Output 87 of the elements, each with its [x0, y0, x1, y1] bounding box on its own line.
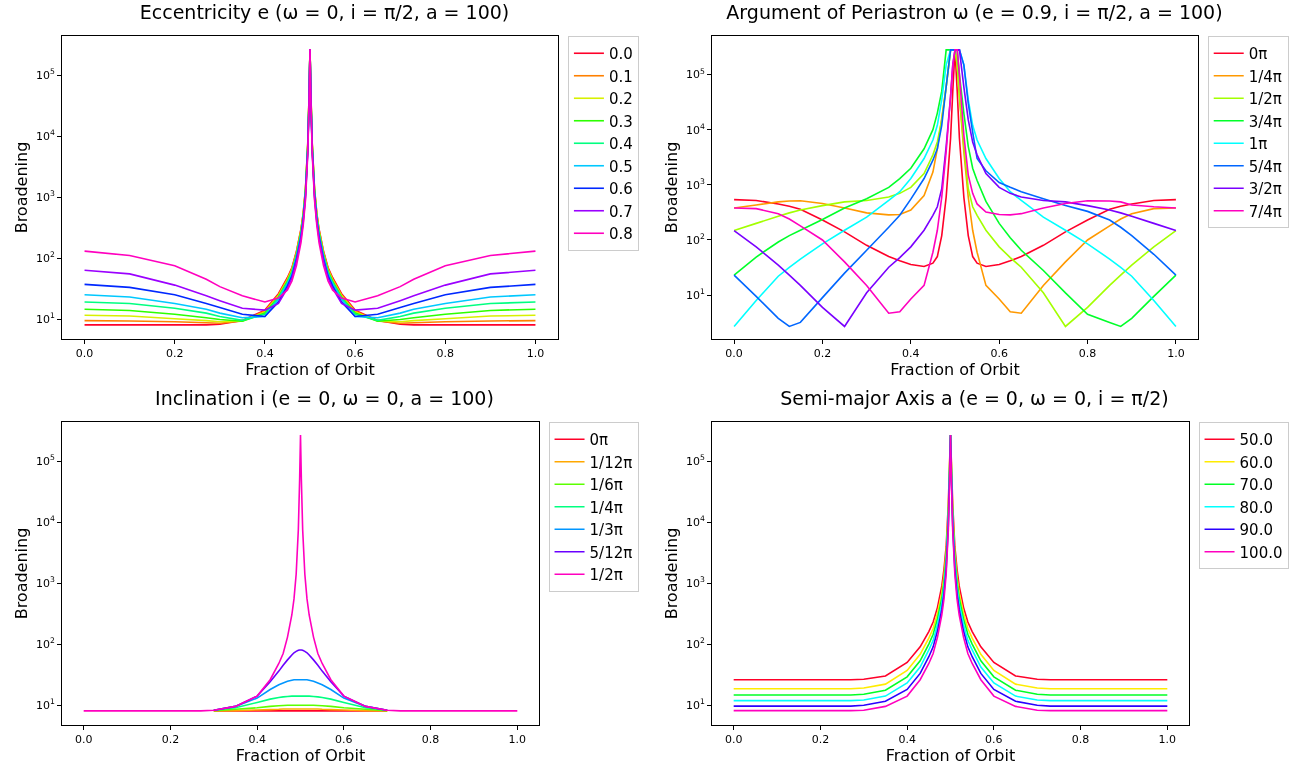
- y-tick-label: 10$^{2}$: [685, 636, 705, 651]
- legend-label: 1/2π: [589, 566, 623, 585]
- y-tick-label: 10$^{3}$: [35, 189, 55, 204]
- y-tick-label: 10$^{4}$: [685, 514, 705, 530]
- y-tick-label: 10$^{2}$: [35, 636, 55, 651]
- chart-title: Eccentricity e (ω = 0, i = π/2, a = 100): [139, 1, 510, 24]
- x-tick-label: 0.2: [813, 347, 832, 361]
- y-tick-label: 10$^{4}$: [685, 121, 705, 137]
- legend-label: 1/4π: [1248, 67, 1282, 86]
- y-axis-title: Broadening: [11, 141, 31, 234]
- legend-label: 5/12π: [589, 543, 633, 562]
- x-tick-label: 0.2: [161, 733, 180, 747]
- y-tick-label: 10$^{5}$: [685, 66, 705, 82]
- x-axis-title: Fraction of Orbit: [235, 746, 366, 766]
- x-tick-label: 0.0: [724, 733, 743, 747]
- chart-title: Inclination i (e = 0, ω = 0, a = 100): [155, 387, 494, 410]
- legend-label: 0π: [1248, 45, 1268, 64]
- legend-label: 60.0: [1239, 453, 1273, 472]
- chart-title: Argument of Periastron ω (e = 0.9, i = π/2, a = 100): [726, 1, 1223, 24]
- x-tick-label: 0.6: [346, 347, 364, 361]
- x-tick-label: 1.0: [508, 733, 527, 747]
- legend-label: 70.0: [1239, 476, 1273, 495]
- legend-label: 0.3: [608, 112, 633, 131]
- legend-label: 0π: [589, 431, 609, 450]
- y-tick-label: 10$^{1}$: [35, 311, 55, 326]
- x-tick-label: 0.8: [1078, 347, 1097, 361]
- y-tick-label: 10$^{5}$: [35, 453, 55, 469]
- y-tick-label: 10$^{3}$: [685, 177, 705, 192]
- x-tick-label: 0.4: [902, 347, 920, 361]
- legend-label: 90.0: [1239, 521, 1273, 540]
- legend-label: 0.7: [608, 202, 633, 221]
- x-tick-label: 0.6: [985, 733, 1003, 747]
- x-tick-label: 1.0: [1167, 347, 1185, 361]
- y-tick-label: 10$^{4}$: [35, 128, 55, 144]
- legend-label: 100.0: [1239, 543, 1283, 562]
- legend-label: 0.4: [608, 135, 633, 154]
- x-tick-label: 1.0: [526, 347, 545, 361]
- x-tick-label: 0.4: [256, 347, 274, 361]
- x-axis-title: Fraction of Orbit: [245, 360, 375, 380]
- x-tick-label: 0.8: [1071, 733, 1090, 747]
- y-axis-title: Broadening: [11, 527, 31, 620]
- y-tick-label: 10$^{3}$: [35, 575, 55, 590]
- legend-label: 1/2π: [1248, 90, 1282, 109]
- x-tick-label: 0.0: [725, 347, 743, 361]
- x-tick-label: 0.4: [248, 733, 266, 747]
- y-tick-label: 10$^{1}$: [685, 287, 705, 302]
- legend-label: 0.8: [608, 225, 633, 244]
- legend-label: 3/2π: [1248, 180, 1282, 199]
- x-axis-title: Fraction of Orbit: [890, 360, 1020, 380]
- legend-label: 80.0: [1239, 498, 1273, 517]
- legend-label: 50.0: [1239, 431, 1273, 450]
- legend-label: 3/4π: [1248, 112, 1282, 131]
- legend-label: 0.5: [608, 157, 633, 176]
- x-tick-label: 0.0: [74, 733, 93, 747]
- y-axis-title: Broadening: [661, 527, 681, 620]
- legend-label: 1π: [1248, 135, 1268, 154]
- x-tick-label: 0.2: [165, 347, 184, 361]
- legend-label: 0.6: [608, 180, 633, 199]
- x-tick-label: 0.0: [75, 347, 94, 361]
- y-tick-label: 10$^{5}$: [685, 453, 705, 469]
- chart-title: Semi-major Axis a (e = 0, ω = 0, i = π/2): [780, 387, 1169, 410]
- y-axis-title: Broadening: [661, 141, 681, 234]
- x-axis-title: Fraction of Orbit: [885, 746, 1016, 766]
- x-tick-label: 0.4: [898, 733, 916, 747]
- legend-label: 0.2: [608, 90, 633, 109]
- x-tick-label: 0.8: [421, 733, 440, 747]
- x-tick-label: 0.6: [990, 347, 1008, 361]
- y-tick-label: 10$^{2}$: [35, 250, 55, 265]
- legend-label: 1/4π: [589, 498, 623, 517]
- y-tick-label: 10$^{4}$: [35, 514, 55, 530]
- y-tick-label: 10$^{2}$: [685, 232, 705, 247]
- legend-label: 5/4π: [1248, 157, 1282, 176]
- x-tick-label: 0.8: [436, 347, 455, 361]
- line-series: [82, 434, 519, 712]
- y-tick-label: 10$^{1}$: [35, 697, 55, 712]
- legend-label: 0.1: [608, 67, 633, 86]
- legend-label: 0.0: [608, 45, 633, 64]
- x-tick-label: 1.0: [1158, 733, 1177, 747]
- y-tick-label: 10$^{1}$: [685, 697, 705, 712]
- legend-label: 1/12π: [589, 453, 633, 472]
- legend-label: 7/4π: [1248, 202, 1282, 221]
- x-tick-label: 0.2: [811, 733, 830, 747]
- y-tick-label: 10$^{3}$: [685, 575, 705, 590]
- y-tick-label: 10$^{5}$: [35, 67, 55, 83]
- legend-label: 1/3π: [589, 521, 623, 540]
- x-tick-label: 0.6: [335, 733, 353, 747]
- legend-label: 1/6π: [589, 476, 623, 495]
